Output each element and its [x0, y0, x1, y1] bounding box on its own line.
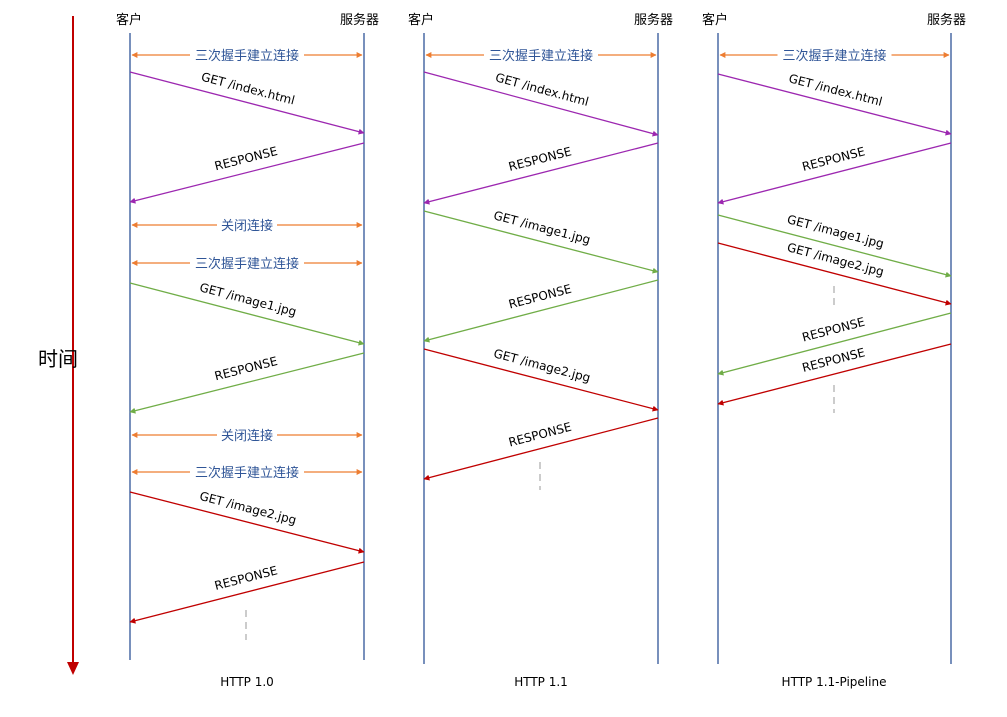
- response-arrow: [717, 343, 952, 406]
- client-label: 客户: [408, 12, 434, 28]
- label-background: [217, 216, 277, 234]
- label-background: [190, 46, 304, 64]
- request-label: GET /image2.jpg: [198, 489, 298, 527]
- response-arrow: [129, 352, 365, 414]
- request-arrow: [717, 242, 952, 306]
- request-arrow: [129, 71, 365, 135]
- response-label: RESPONSE: [213, 354, 279, 383]
- request-arrow: [129, 491, 365, 554]
- connection-label: 关闭连接: [221, 428, 273, 444]
- panel-caption: HTTP 1.1-Pipeline: [782, 675, 887, 689]
- request-label: GET /index.html: [200, 70, 296, 108]
- response-arrow: [717, 142, 952, 205]
- request-arrow: [717, 73, 952, 136]
- request-label: GET /index.html: [787, 71, 884, 109]
- connection-label: 三次握手建立连接: [489, 48, 593, 64]
- response-label: RESPONSE: [801, 315, 867, 345]
- client-label: 客户: [116, 12, 142, 28]
- request-arrow: [423, 348, 659, 412]
- request-arrow: [423, 71, 659, 137]
- response-arrow: [423, 417, 659, 481]
- panel-http11-pipeline: 客户 服务器 HTTP 1.1-Pipeline 三次握手建立连接 GET /in…: [702, 12, 966, 689]
- panel-http10: 客户 服务器 HTTP 1.0 三次握手建立连接 GET /index.html R…: [116, 12, 379, 689]
- response-label: RESPONSE: [507, 144, 573, 174]
- server-label: 服务器: [634, 12, 673, 28]
- panel-caption: HTTP 1.1: [514, 675, 568, 689]
- response-arrow: [423, 142, 659, 205]
- time-axis: 时间: [38, 16, 79, 675]
- response-label: RESPONSE: [213, 144, 279, 173]
- response-arrow: [129, 142, 365, 204]
- client-label: 客户: [702, 12, 728, 28]
- response-arrow: [423, 279, 659, 343]
- panel-caption: HTTP 1.0: [220, 675, 274, 689]
- label-background: [484, 46, 598, 64]
- connection-label: 三次握手建立连接: [782, 48, 886, 64]
- response-label: RESPONSE: [213, 563, 279, 593]
- label-background: [190, 254, 304, 272]
- response-label: RESPONSE: [507, 420, 573, 450]
- connection-label: 三次握手建立连接: [195, 48, 299, 64]
- connection-label: 三次握手建立连接: [195, 465, 299, 481]
- label-background: [777, 46, 892, 64]
- label-background: [190, 463, 304, 481]
- server-label: 服务器: [927, 12, 966, 28]
- server-label: 服务器: [340, 12, 379, 28]
- request-arrow: [129, 282, 365, 346]
- response-label: RESPONSE: [801, 144, 867, 174]
- response-arrow: [717, 312, 952, 376]
- connection-label: 关闭连接: [221, 218, 273, 234]
- time-axis-arrowhead: [67, 662, 79, 675]
- time-axis-label: 时间: [38, 347, 78, 371]
- label-background: [217, 426, 277, 444]
- response-arrow: [129, 561, 365, 624]
- request-arrow: [717, 214, 952, 278]
- connection-label: 三次握手建立连接: [195, 256, 299, 272]
- response-label: RESPONSE: [507, 282, 573, 312]
- request-arrow: [423, 210, 659, 274]
